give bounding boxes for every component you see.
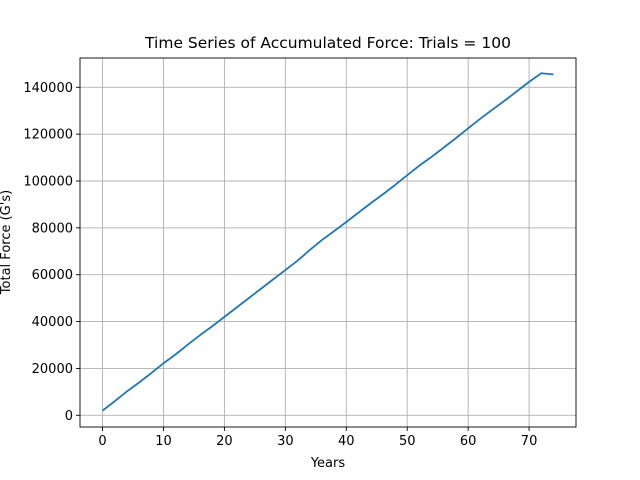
y-tick-label: 80000 (32, 221, 73, 236)
plot-frame (79, 57, 577, 428)
x-tick-label: 70 (521, 434, 538, 449)
y-axis-label: Total Force (G's) (0, 190, 14, 295)
x-tick-label: 30 (277, 434, 294, 449)
y-tick-label: 120000 (23, 128, 73, 143)
y-tick-label: 60000 (32, 268, 73, 283)
grid (80, 58, 576, 427)
x-tick-label: 10 (155, 434, 172, 449)
x-tick-label: 20 (216, 434, 233, 449)
y-tick-label: 140000 (23, 81, 73, 96)
x-tick-label: 0 (98, 434, 106, 449)
x-axis-label: Years (310, 456, 346, 471)
series-line (102, 72, 554, 412)
x-tick-label: 60 (460, 434, 477, 449)
x-tick-label: 50 (399, 434, 416, 449)
chart-title: Time Series of Accumulated Force: Trials… (144, 34, 511, 52)
axis-ticks: 0 10 20 30 40 50 60 70 0 20000 40000 60000 80000 1000… (23, 81, 537, 449)
y-tick-label: 40000 (32, 315, 73, 330)
y-tick-label: 20000 (32, 362, 73, 377)
y-tick-label: 100000 (23, 175, 73, 190)
x-tick-label: 40 (338, 434, 355, 449)
y-tick-label: 0 (65, 409, 73, 424)
